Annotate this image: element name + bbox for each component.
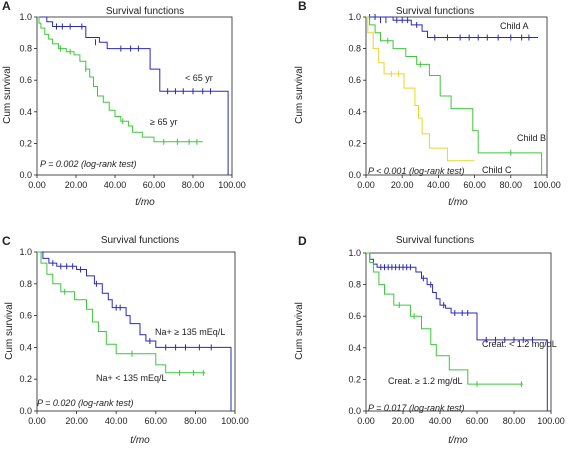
x-tick-label: 40.00 [429, 416, 452, 426]
km-curve-b-2 [366, 16, 475, 162]
x-tick-label: 60.00 [145, 416, 168, 426]
plot-frame-c [36, 251, 236, 412]
x-tick-label: 100.00 [533, 180, 561, 190]
km-curve-d-1 [366, 252, 524, 385]
x-tick-label: 60.00 [463, 180, 486, 190]
y-tick-label: 0.2 [348, 138, 361, 148]
km-curve-d-0 [366, 252, 548, 411]
y-tick-label: 0.2 [348, 374, 361, 384]
plot-frame-b [365, 16, 548, 176]
x-tick-label: 0.00 [28, 416, 46, 426]
y-axis-label-d: Cum survival [294, 302, 305, 360]
chart-title-a: Survival functions [106, 6, 184, 17]
p-value-b: P < 0.001 (log-rank test) [368, 166, 464, 176]
y-tick-label: 0.0 [348, 170, 361, 180]
y-tick-label: 0.6 [348, 311, 361, 321]
plot-frame-d [365, 252, 552, 412]
x-tick-label: 20.00 [391, 180, 414, 190]
panel-d: D Survival functions Cum survival t/mo P… [294, 234, 557, 446]
x-tick-label: 80.00 [503, 416, 526, 426]
series-label-b-child-a: Child A [500, 21, 529, 31]
panel-label-c: C [2, 234, 11, 248]
series-label-d-creat-high: Creat. ≥ 1.2 mg/dL [388, 376, 462, 386]
x-tick-label: 60.00 [143, 180, 166, 190]
series-label-c-na-high: Na+ ≥ 135 mEq/L [155, 327, 225, 337]
panel-label-a: A [2, 0, 11, 13]
y-tick-label: 0.4 [19, 107, 32, 117]
x-tick-label: 40.00 [104, 180, 127, 190]
panel-label-b: B [298, 0, 307, 13]
x-tick-label: 40.00 [105, 416, 128, 426]
y-axis-label-a: Cum survival [2, 66, 13, 124]
x-tick-label: 0.00 [28, 180, 46, 190]
x-tick-label: 0.00 [357, 416, 375, 426]
plot-layer: 0.0 0.2 0.4 0.6 0.8 1.0 0.00 20.00 40.00 60.00 80.… [19, 12, 564, 426]
series-label-a-under-65: < 65 yr [185, 73, 213, 83]
km-curve-a-1 [37, 16, 203, 143]
y-tick-label: 0.8 [19, 279, 32, 289]
p-value-a: P = 0.002 (log-rank test) [40, 159, 136, 169]
panel-label-d: D [298, 234, 307, 248]
y-tick-label: 0.0 [348, 406, 361, 416]
y-tick-label: 0.0 [19, 406, 32, 416]
y-tick-label: 0.4 [348, 343, 361, 353]
p-value-c: P = 0.020 (log-rank test) [37, 398, 133, 408]
chart-title-b: Survival functions [396, 6, 474, 17]
y-tick-label: 0.8 [19, 44, 32, 54]
km-curve-c-1 [37, 251, 206, 374]
series-label-b-child-b: Child B [517, 133, 546, 143]
x-axis-label-a: t/mo [135, 197, 155, 208]
km-curve-c-0 [37, 251, 232, 411]
y-tick-label: 1.0 [348, 12, 361, 22]
x-tick-label: 20.00 [392, 416, 415, 426]
p-value-d: P = 0.017 (log-rank test) [368, 403, 464, 413]
km-curve-a-0 [37, 16, 229, 175]
y-axis-label-b: Cum survival [294, 66, 305, 124]
plot-frame-a [36, 16, 233, 176]
x-tick-label: 20.00 [65, 180, 88, 190]
x-axis-label-b: t/mo [448, 197, 468, 208]
plot-d: 0.0 0.2 0.4 0.6 0.8 1.0 0.00 20.00 40.00 60.00 80.… [348, 248, 564, 426]
y-tick-label: 1.0 [19, 247, 32, 257]
y-tick-label: 0.0 [19, 170, 32, 180]
y-tick-label: 0.4 [348, 107, 361, 117]
y-tick-label: 0.6 [348, 75, 361, 85]
y-tick-label: 0.6 [19, 311, 32, 321]
x-tick-label: 60.00 [466, 416, 489, 426]
series-label-b-child-c: Child C [482, 165, 512, 175]
x-tick-label: 80.00 [182, 180, 205, 190]
x-tick-label: 80.00 [500, 180, 523, 190]
y-tick-label: 1.0 [19, 12, 32, 22]
series-label-a-65-plus: ≥ 65 yr [150, 117, 177, 127]
panel-b: B Survival functions Cum survival t/mo P… [294, 0, 546, 208]
plot-b: 0.0 0.2 0.4 0.6 0.8 1.0 0.00 20.00 40.00 60.00 80.… [348, 12, 560, 190]
chart-title-c: Survival functions [101, 235, 179, 246]
y-tick-label: 0.6 [19, 75, 32, 85]
x-tick-label: 0.00 [357, 180, 375, 190]
x-tick-label: 100.00 [221, 416, 249, 426]
plot-c: 0.0 0.2 0.4 0.6 0.8 1.0 0.00 20.00 40.00 60.00 80.… [19, 247, 248, 426]
x-tick-label: 20.00 [65, 416, 88, 426]
plot-a: 0.0 0.2 0.4 0.6 0.8 1.0 0.00 20.00 40.00 60.00 80.… [19, 12, 245, 190]
x-tick-label: 80.00 [184, 416, 207, 426]
y-tick-label: 0.2 [19, 138, 32, 148]
x-axis-label-c: t/mo [130, 435, 150, 446]
panel-a: A Survival functions Cum survival t/mo P… [2, 0, 213, 208]
series-label-d-creat-low: Creat. < 1.2 mg/dL [482, 339, 557, 349]
km-curve-b-1 [366, 16, 543, 175]
y-tick-label: 0.2 [19, 374, 32, 384]
y-tick-label: 0.8 [348, 280, 361, 290]
x-tick-label: 100.00 [537, 416, 565, 426]
y-tick-label: 1.0 [348, 248, 361, 258]
y-tick-label: 0.4 [19, 342, 32, 352]
panel-c: C Survival functions Cum survival t/mo P… [2, 234, 225, 446]
x-tick-label: 40.00 [427, 180, 450, 190]
x-axis-label-d: t/mo [448, 435, 468, 446]
y-tick-label: 0.8 [348, 44, 361, 54]
y-axis-label-c: Cum survival [4, 302, 15, 360]
series-label-c-na-low: Na+ < 135 mEq/L [96, 373, 167, 383]
x-tick-label: 100.00 [218, 180, 246, 190]
chart-title-d: Survival functions [396, 235, 474, 246]
